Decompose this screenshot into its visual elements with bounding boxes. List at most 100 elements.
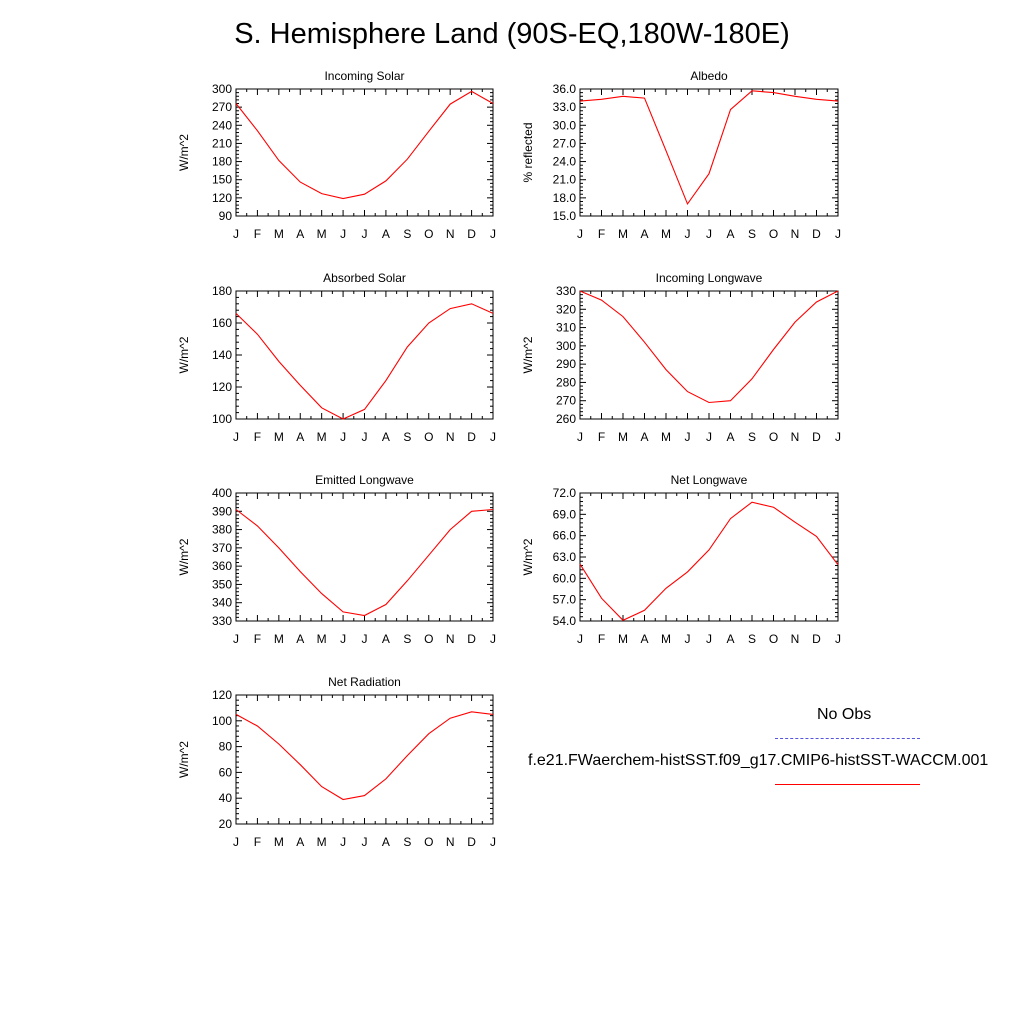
y-tick-label: 240 (212, 118, 232, 132)
panel-title: Emitted Longwave (315, 473, 414, 487)
panel-title: Absorbed Solar (323, 271, 406, 285)
x-tick-label: M (618, 632, 628, 646)
y-tick-label: 370 (212, 541, 232, 555)
x-tick-label: J (362, 430, 368, 444)
y-tick-label: 360 (212, 559, 232, 573)
y-axis-label: W/m^2 (177, 741, 191, 778)
x-tick-label: A (726, 430, 734, 444)
x-tick-label: A (296, 835, 304, 849)
x-tick-label: N (446, 430, 455, 444)
x-tick-label: J (577, 227, 583, 241)
x-tick-label: O (424, 835, 433, 849)
plot-frame (235, 492, 494, 622)
x-tick-label: N (446, 632, 455, 646)
series-line (235, 508, 494, 617)
y-tick-label: 380 (212, 523, 232, 537)
y-tick-label: 270 (212, 100, 232, 114)
series-line (235, 90, 494, 200)
y-tick-label: 27.0 (553, 136, 577, 150)
x-tick-label: N (791, 632, 800, 646)
x-tick-label: J (340, 227, 346, 241)
x-tick-label: J (340, 835, 346, 849)
y-tick-label: 69.0 (553, 507, 577, 521)
x-tick-label: J (706, 430, 712, 444)
x-tick-label: D (812, 632, 821, 646)
x-tick-label: F (254, 227, 261, 241)
y-axis-label: W/m^2 (177, 538, 191, 575)
x-tick-label: J (577, 430, 583, 444)
x-tick-label: F (598, 430, 605, 444)
x-tick-label: J (706, 227, 712, 241)
x-tick-label: D (467, 835, 476, 849)
x-tick-label: D (812, 227, 821, 241)
y-tick-label: 20 (219, 817, 233, 831)
x-tick-label: S (403, 430, 411, 444)
x-tick-label: M (274, 430, 284, 444)
x-tick-label: O (424, 430, 433, 444)
y-tick-label: 350 (212, 577, 232, 591)
y-tick-label: 63.0 (553, 550, 577, 564)
y-tick-label: 90 (219, 209, 233, 223)
x-tick-label: A (382, 227, 390, 241)
plot-frame (579, 290, 839, 420)
y-tick-label: 80 (219, 740, 233, 754)
x-tick-label: J (685, 632, 691, 646)
x-tick-label: A (726, 227, 734, 241)
y-tick-label: 180 (212, 284, 232, 298)
x-tick-label: F (598, 632, 605, 646)
x-tick-label: J (362, 632, 368, 646)
x-tick-label: J (835, 430, 841, 444)
y-tick-label: 33.0 (553, 100, 577, 114)
x-tick-label: M (661, 430, 671, 444)
y-tick-label: 60.0 (553, 571, 577, 585)
x-tick-label: D (812, 430, 821, 444)
panel-title: Net Longwave (671, 473, 748, 487)
y-tick-label: 54.0 (553, 614, 577, 628)
x-tick-label: J (340, 632, 346, 646)
x-tick-label: M (661, 632, 671, 646)
x-tick-label: A (640, 632, 648, 646)
panel-title: Albedo (690, 69, 728, 83)
x-tick-label: A (640, 430, 648, 444)
x-tick-label: M (274, 835, 284, 849)
x-tick-label: A (296, 227, 304, 241)
x-tick-label: A (726, 632, 734, 646)
y-tick-label: 300 (556, 339, 576, 353)
x-tick-label: S (748, 227, 756, 241)
x-tick-label: S (748, 632, 756, 646)
y-tick-label: 57.0 (553, 593, 577, 607)
y-tick-label: 100 (212, 412, 232, 426)
x-tick-label: A (296, 632, 304, 646)
y-tick-label: 150 (212, 173, 232, 187)
y-tick-label: 330 (556, 284, 576, 298)
y-tick-label: 310 (556, 321, 576, 335)
x-tick-label: A (382, 632, 390, 646)
x-tick-label: O (424, 632, 433, 646)
y-tick-label: 66.0 (553, 529, 577, 543)
y-axis-label: W/m^2 (177, 336, 191, 373)
x-tick-label: J (490, 227, 496, 241)
x-tick-label: J (835, 227, 841, 241)
x-tick-label: J (233, 227, 239, 241)
x-tick-label: N (446, 227, 455, 241)
y-tick-label: 390 (212, 504, 232, 518)
y-axis-label: W/m^2 (177, 134, 191, 171)
plot-frame (235, 88, 494, 217)
x-tick-label: N (446, 835, 455, 849)
plot-frame (235, 694, 494, 825)
x-tick-label: M (274, 632, 284, 646)
y-axis-label: W/m^2 (521, 538, 535, 575)
y-tick-label: 100 (212, 714, 232, 728)
y-tick-label: 18.0 (553, 191, 577, 205)
y-tick-label: 270 (556, 394, 576, 408)
series-line (579, 501, 839, 621)
plot-frame (579, 492, 839, 622)
x-tick-label: S (748, 430, 756, 444)
x-tick-label: S (403, 835, 411, 849)
x-tick-label: J (490, 430, 496, 444)
legend-obs-line (775, 738, 920, 739)
y-tick-label: 15.0 (553, 209, 577, 223)
series-line (235, 711, 494, 801)
x-tick-label: A (296, 430, 304, 444)
